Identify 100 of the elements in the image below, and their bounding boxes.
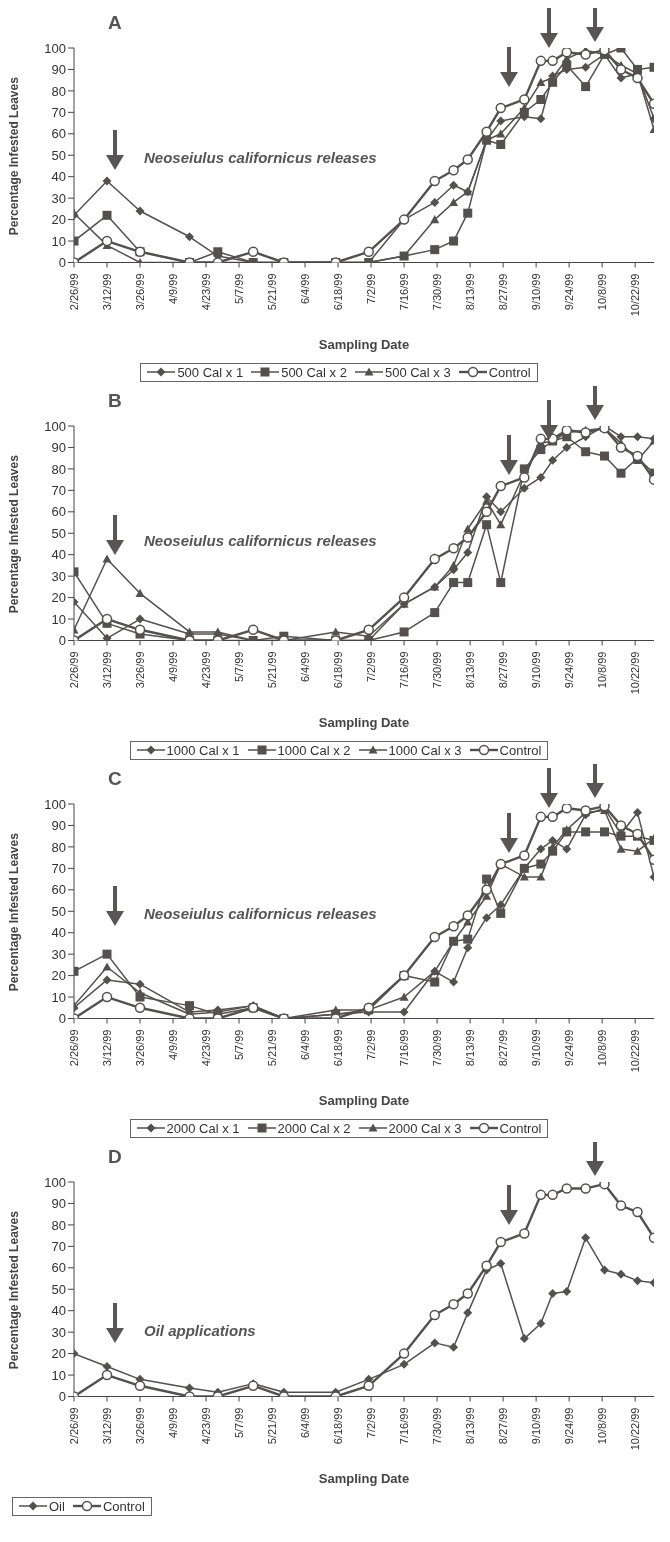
y-tick-label: 60 [51, 126, 66, 142]
x-tick-label: 4/23/99 [200, 651, 213, 689]
y-tick-label: 30 [51, 946, 66, 962]
y-tick-label: 0 [58, 1011, 66, 1027]
x-tick-label: 10/22/99 [629, 1407, 642, 1451]
y-tick-label: 20 [51, 1346, 66, 1362]
x-tick-label: 3/12/99 [101, 651, 114, 689]
chart-title: D [108, 1146, 122, 1168]
x-tick-label: 4/23/99 [200, 1407, 213, 1445]
x-tick-label: 5/21/99 [266, 1407, 279, 1445]
x-tick-label: 6/18/99 [332, 273, 345, 311]
y-tick-label: 100 [44, 796, 66, 812]
x-tick-label: 8/13/99 [464, 273, 477, 311]
x-tick-label: 10/22/99 [629, 651, 642, 695]
x-tick-label: 10/22/99 [629, 1029, 642, 1073]
x-tick-label: 3/26/99 [134, 1407, 147, 1445]
x-tick-label: 10/8/99 [596, 273, 609, 311]
x-axis-title: Sampling Date [318, 336, 410, 352]
x-tick-label: 8/27/99 [497, 651, 510, 689]
x-tick-label: 6/18/99 [332, 1407, 345, 1445]
x-tick-label: 4/9/99 [167, 1029, 180, 1061]
x-tick-label: 10/8/99 [596, 651, 609, 689]
x-tick-label: 5/7/99 [233, 651, 246, 683]
y-tick-label: 80 [51, 83, 66, 99]
y-tick-label: 50 [51, 147, 66, 163]
legend-label: 2000 Cal x 2 [277, 1120, 351, 1136]
x-tick-label: 4/9/99 [167, 651, 180, 683]
y-tick-label: 70 [51, 482, 66, 498]
y-tick-label: 50 [51, 903, 66, 919]
x-tick-label: 8/13/99 [464, 651, 477, 689]
legend-label: Control [488, 364, 531, 380]
x-tick-label: 6/4/99 [299, 273, 312, 305]
y-tick-label: 60 [51, 504, 66, 520]
chart-title: A [108, 12, 122, 34]
x-tick-label: 8/27/99 [497, 1407, 510, 1445]
y-tick-label: 10 [51, 1367, 66, 1383]
x-tick-label: 3/12/99 [101, 273, 114, 311]
x-tick-label: 9/10/99 [530, 651, 543, 689]
y-tick-label: 30 [51, 568, 66, 584]
legend-label: 2000 Cal x 3 [388, 1120, 462, 1136]
x-tick-label: 3/12/99 [101, 1029, 114, 1067]
x-axis-title: Sampling Date [318, 1092, 410, 1108]
y-tick-label: 100 [44, 1174, 66, 1190]
y-tick-label: 90 [51, 440, 66, 456]
legend-label: Control [499, 742, 542, 758]
legend-label: 1000 Cal x 1 [166, 742, 240, 758]
y-tick-label: 80 [51, 1217, 66, 1233]
y-tick-label: 10 [51, 233, 66, 249]
x-tick-label: 4/9/99 [167, 1407, 180, 1439]
x-tick-label: 6/18/99 [332, 1029, 345, 1067]
x-tick-label: 7/2/99 [365, 273, 378, 305]
y-tick-label: 0 [58, 633, 66, 649]
legend-label: 1000 Cal x 2 [277, 742, 351, 758]
y-tick-label: 40 [51, 925, 66, 941]
y-tick-label: 90 [51, 1196, 66, 1212]
y-tick-label: 70 [51, 104, 66, 120]
y-axis-title: Percentage Infested Leaves [7, 76, 22, 236]
y-tick-label: 50 [51, 1281, 66, 1297]
y-tick-label: 90 [51, 818, 66, 834]
x-tick-label: 7/30/99 [431, 1029, 444, 1067]
x-tick-label: 7/16/99 [398, 1029, 411, 1067]
x-tick-label: 6/4/99 [299, 1407, 312, 1439]
annotation: Neoseiulus californicus releases [144, 149, 377, 166]
x-tick-label: 5/7/99 [233, 273, 246, 305]
x-tick-label: 7/16/99 [398, 1407, 411, 1445]
legend-label: 2000 Cal x 1 [166, 1120, 240, 1136]
x-tick-label: 8/13/99 [464, 1029, 477, 1067]
y-tick-label: 70 [51, 1238, 66, 1254]
chart-title: C [108, 768, 122, 790]
x-tick-label: 6/4/99 [299, 651, 312, 683]
y-tick-label: 60 [51, 882, 66, 898]
y-tick-label: 0 [58, 255, 66, 271]
annotation: Neoseiulus californicus releases [144, 905, 377, 922]
y-tick-label: 30 [51, 1324, 66, 1340]
y-tick-label: 40 [51, 547, 66, 563]
x-tick-label: 10/8/99 [596, 1029, 609, 1067]
legend-label: Control [102, 1498, 145, 1514]
y-tick-label: 10 [51, 989, 66, 1005]
y-tick-label: 80 [51, 839, 66, 855]
y-tick-label: 20 [51, 968, 66, 984]
x-tick-label: 6/18/99 [332, 651, 345, 689]
x-tick-label: 3/12/99 [101, 1407, 114, 1445]
x-tick-label: 7/2/99 [365, 651, 378, 683]
x-tick-label: 9/24/99 [563, 651, 576, 689]
x-tick-label: 4/23/99 [200, 1029, 213, 1067]
x-tick-label: 3/26/99 [134, 1029, 147, 1067]
chart-title: B [108, 390, 122, 412]
x-axis-title: Sampling Date [318, 714, 410, 730]
x-tick-label: 2/26/99 [68, 651, 80, 689]
y-tick-label: 100 [44, 418, 66, 434]
y-tick-label: 70 [51, 860, 66, 876]
y-tick-label: 10 [51, 611, 66, 627]
x-tick-label: 7/30/99 [431, 1407, 444, 1445]
x-tick-label: 10/22/99 [629, 273, 642, 317]
x-tick-label: 9/10/99 [530, 1407, 543, 1445]
x-tick-label: 3/26/99 [134, 273, 147, 311]
y-axis-title: Percentage Infested Leaves [7, 454, 22, 614]
y-tick-label: 90 [51, 62, 66, 78]
x-tick-label: 7/30/99 [431, 273, 444, 311]
x-tick-label: 4/9/99 [167, 273, 180, 305]
